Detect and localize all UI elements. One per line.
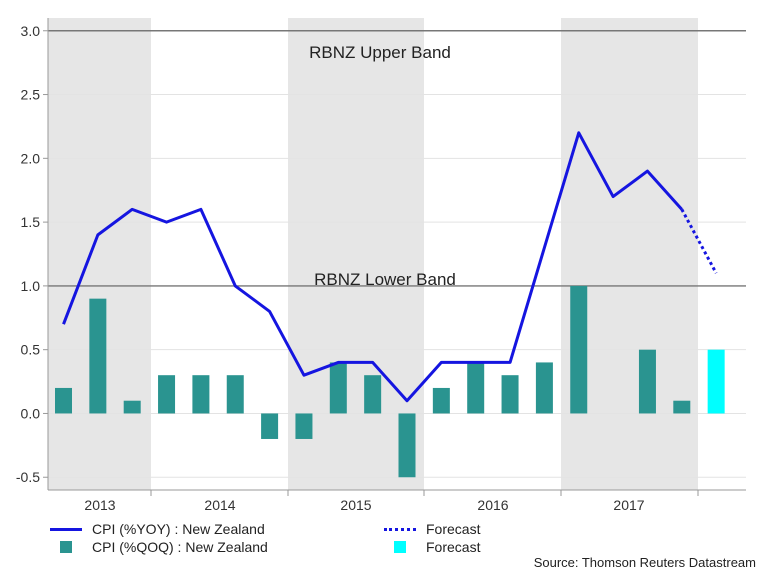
legend-yoy-forecast-label: Forecast — [426, 521, 481, 537]
qoq-bar — [638, 349, 656, 414]
yoy-forecast-line — [680, 208, 718, 274]
legend-qoq-forecast-label: Forecast — [426, 539, 481, 555]
yoy-lines — [62, 131, 718, 403]
x-tick-label-2014: 2014 — [204, 497, 235, 513]
legend-qoq-forecast: Forecast — [384, 539, 480, 555]
y-axis: 3.0 2.5 2.0 1.5 1.0 0.5 0.0 -0.5 — [16, 18, 49, 490]
x-tick-label-2017: 2017 — [613, 497, 644, 513]
upper-band-label: RBNZ Upper Band — [309, 43, 451, 62]
legend-qoq: CPI (%QOQ) : New Zealand — [50, 539, 268, 555]
qoq-bar — [192, 375, 210, 414]
source-note: Source: Thomson Reuters Datastream — [533, 555, 756, 570]
qoq-bar — [501, 375, 519, 414]
qoq-bars — [55, 285, 725, 478]
legend-yoy-forecast-swatch — [384, 527, 416, 531]
qoq-bar — [467, 362, 485, 414]
qoq-forecast-bar — [707, 349, 725, 414]
qoq-bar — [123, 400, 141, 414]
qoq-bar — [158, 375, 176, 414]
qoq-bar — [261, 413, 279, 439]
y-tick-label: 2.0 — [21, 150, 41, 166]
x-tick-label-2015: 2015 — [340, 497, 371, 513]
qoq-bar — [535, 362, 553, 414]
qoq-bar — [673, 400, 691, 414]
qoq-bar — [432, 387, 450, 414]
legend-qoq-forecast-swatch — [394, 541, 406, 553]
y-tick-label: 1.0 — [21, 278, 41, 294]
qoq-bar — [295, 413, 313, 439]
legend-yoy-swatch — [50, 527, 82, 531]
legend-yoy-label: CPI (%YOY) : New Zealand — [92, 521, 265, 537]
qoq-bar — [55, 387, 72, 414]
legend-yoy-forecast: Forecast — [384, 521, 480, 537]
x-tick-label-2013: 2013 — [84, 497, 115, 513]
x-tick-label-2016: 2016 — [477, 497, 508, 513]
legend-qoq-label: CPI (%QOQ) : New Zealand — [92, 539, 268, 555]
qoq-bar — [398, 413, 416, 478]
y-tick-label: 0.5 — [21, 342, 41, 358]
y-tick-label: 0.0 — [21, 405, 41, 421]
year-shade-2015 — [288, 18, 424, 490]
qoq-bar — [89, 298, 107, 414]
year-shade-2017 — [561, 18, 698, 490]
qoq-bar — [570, 285, 588, 414]
legend-yoy: CPI (%YOY) : New Zealand — [50, 521, 265, 537]
year-shade-2013 — [48, 18, 151, 490]
reference-lines — [48, 30, 746, 287]
y-tick-label: 3.0 — [21, 23, 41, 39]
qoq-bar — [364, 375, 382, 414]
qoq-bar — [329, 362, 347, 414]
y-tick-label: 2.5 — [21, 87, 41, 103]
year-shading — [48, 18, 698, 490]
legend-qoq-swatch — [60, 541, 72, 553]
yoy-line — [62, 131, 683, 403]
y-tick-label: 1.5 — [21, 214, 41, 230]
x-axis: 2013 2014 2015 2016 2017 — [48, 489, 746, 513]
qoq-bar — [226, 375, 244, 414]
y-tick-label: -0.5 — [16, 469, 40, 485]
lower-band-label: RBNZ Lower Band — [314, 270, 456, 289]
